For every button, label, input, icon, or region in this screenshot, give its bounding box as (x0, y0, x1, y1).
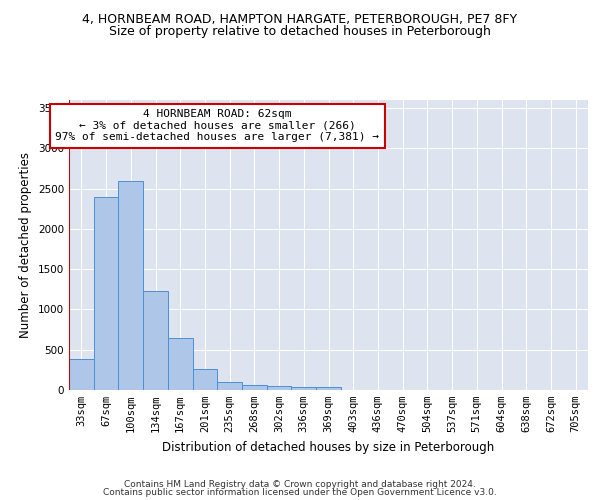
Bar (94, 196, 118, 390)
Bar (118, 180, 143, 390)
Bar (292, 387, 316, 390)
Bar (316, 387, 341, 390)
Bar (143, 291, 168, 390)
Bar (267, 386, 292, 390)
Y-axis label: Number of detached properties: Number of detached properties (19, 152, 32, 338)
Text: Size of property relative to detached houses in Peterborough: Size of property relative to detached ho… (109, 25, 491, 38)
Bar (168, 338, 193, 390)
Text: 4 HORNBEAM ROAD: 62sqm
← 3% of detached houses are smaller (266)
97% of semi-det: 4 HORNBEAM ROAD: 62sqm ← 3% of detached … (55, 109, 379, 142)
Bar (242, 385, 267, 390)
X-axis label: Distribution of detached houses by size in Peterborough: Distribution of detached houses by size … (163, 440, 494, 454)
Text: Contains HM Land Registry data © Crown copyright and database right 2024.: Contains HM Land Registry data © Crown c… (124, 480, 476, 489)
Text: Contains public sector information licensed under the Open Government Licence v3: Contains public sector information licen… (103, 488, 497, 497)
Bar (217, 382, 242, 390)
Text: 4, HORNBEAM ROAD, HAMPTON HARGATE, PETERBOROUGH, PE7 8FY: 4, HORNBEAM ROAD, HAMPTON HARGATE, PETER… (82, 12, 518, 26)
Bar (193, 369, 217, 390)
Bar (69, 358, 94, 390)
